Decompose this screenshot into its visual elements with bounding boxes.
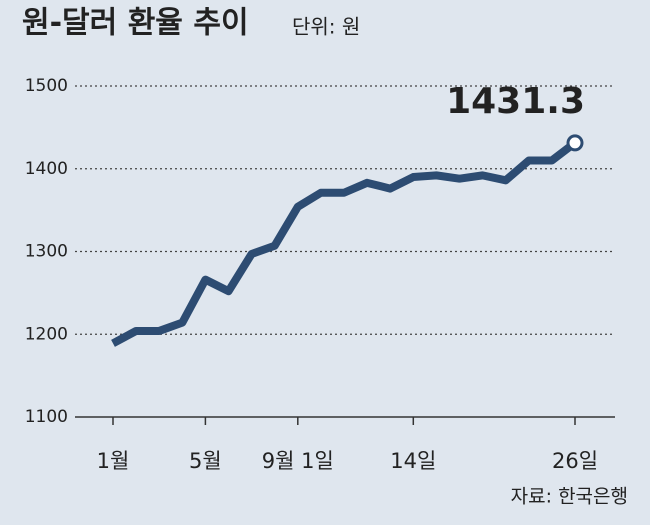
x-tick-label: 26일 [552,449,598,473]
x-tick-label: 14일 [390,449,436,473]
chart-subtitle: 단위: 원 [292,15,360,39]
x-tick-label: 5월 [189,449,222,473]
last-point [566,134,584,152]
y-tick-label: 1200 [25,324,68,344]
line [111,139,578,347]
y-tick-label: 1500 [25,76,68,96]
x-tick-label: 1월 [97,449,130,473]
value-label: 1431.3 [446,81,585,122]
source: 자료: 한국은행 [511,486,628,508]
y-tick-label: 1400 [25,159,68,179]
y-tick-label: 1100 [25,407,68,427]
chart-title: 원-달러 환율 추이 [22,6,249,41]
x-tick-label: 9월 1일 [262,449,334,473]
y-tick-label: 1300 [25,242,68,262]
